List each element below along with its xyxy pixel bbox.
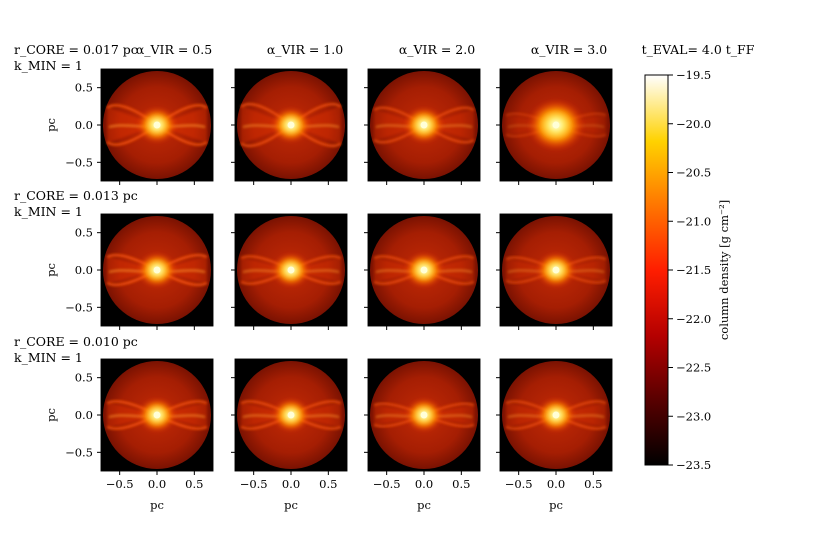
colorbar-tick-label: −22.0 — [676, 312, 711, 326]
y-tick-label: −0.5 — [65, 445, 93, 459]
column-title-4: α_VIR = 3.0 — [531, 42, 607, 57]
x-axis-label: pc — [284, 498, 298, 512]
colorbar-gradient — [644, 74, 669, 466]
panel-r2-c4 — [496, 213, 613, 330]
core-center — [153, 411, 161, 419]
x-tick-label: 0.5 — [319, 477, 337, 491]
x-tick-label: 0.0 — [415, 477, 433, 491]
y-tick-label: 0.0 — [75, 118, 93, 132]
core-center — [287, 121, 295, 129]
row1-kmin-label: k_MIN = 1 — [14, 58, 83, 73]
row2-kmin-label: k_MIN = 1 — [14, 204, 83, 219]
y-tick-label: 0.0 — [75, 263, 93, 277]
panel-r3-c2: −0.5 0.0 0.5 pc — [231, 358, 348, 512]
y-axis-label: pc — [44, 263, 58, 277]
colorbar-tick-label: −21.0 — [676, 214, 711, 228]
panel-r3-c4: −0.5 0.0 0.5 pc — [496, 358, 613, 512]
row2-rcore-label: r_CORE = 0.013 pc — [14, 188, 138, 203]
panel-r1-c1: 0.5 0.0 −0.5 pc — [44, 68, 214, 185]
x-tick-label: −0.5 — [373, 477, 401, 491]
x-tick-label: −0.5 — [240, 477, 268, 491]
y-tick-label: 0.5 — [75, 81, 93, 95]
x-tick-label: 0.5 — [452, 477, 470, 491]
x-axis-label: pc — [150, 498, 164, 512]
colorbar-label: column density [g cm⁻²] — [717, 200, 731, 340]
colorbar-tick-label: −19.5 — [676, 68, 711, 82]
panel-r2-c1: 0.5 0.0 −0.5 pc — [44, 213, 214, 330]
panel-r2-c2 — [231, 213, 348, 330]
colorbar-tick-label: −22.5 — [676, 361, 711, 375]
panel-r2-c3 — [364, 213, 481, 330]
core-center — [420, 411, 428, 419]
colorbar-tick-label: −20.0 — [676, 117, 711, 131]
core-center — [153, 121, 161, 129]
core-center — [420, 121, 428, 129]
core-center — [552, 121, 560, 129]
x-tick-label: −0.5 — [106, 477, 134, 491]
y-tick-label: −0.5 — [65, 155, 93, 169]
y-tick-label: 0.5 — [75, 226, 93, 240]
x-axis-label: pc — [417, 498, 431, 512]
colorbar-tick-label: −23.0 — [676, 409, 711, 423]
colorbar-tick-label: −23.5 — [676, 458, 711, 472]
x-tick-label: 0.0 — [148, 477, 166, 491]
row3-kmin-label: k_MIN = 1 — [14, 350, 83, 365]
column-title-2: α_VIR = 1.0 — [267, 42, 343, 57]
colorbar: −19.5 −20.0 −20.5 −21.0 −21.5 −22.0 −22.5 −23.0… — [644, 68, 731, 472]
core-center — [153, 266, 161, 274]
y-tick-label: 0.5 — [75, 371, 93, 385]
panel-r1-c4 — [496, 68, 613, 185]
y-tick-label: −0.5 — [65, 300, 93, 314]
x-tick-label: −0.5 — [505, 477, 533, 491]
row1-rcore-label: r_CORE = 0.017 pc — [14, 42, 138, 57]
panel-r3-c1: −0.5 0.0 0.5 0.5 0.0 −0.5 pc pc — [44, 358, 214, 512]
x-tick-label: 0.5 — [584, 477, 602, 491]
x-axis-label: pc — [549, 498, 563, 512]
colorbar-tick-label: −21.5 — [676, 263, 711, 277]
column-title-3: α_VIR = 2.0 — [399, 42, 475, 57]
core-center — [552, 266, 560, 274]
panel-r1-c3 — [364, 68, 481, 185]
y-axis-label: pc — [44, 118, 58, 132]
panel-r3-c3: −0.5 0.0 0.5 pc — [364, 358, 481, 512]
x-tick-label: 0.0 — [547, 477, 565, 491]
time-title: t_EVAL= 4.0 t_FF — [642, 42, 755, 57]
x-tick-label: 0.0 — [282, 477, 300, 491]
core-center — [420, 266, 428, 274]
y-axis-label: pc — [44, 408, 58, 422]
column-title-1: α_VIR = 0.5 — [136, 42, 212, 57]
row3-rcore-label: r_CORE = 0.010 pc — [14, 334, 138, 349]
core-center — [287, 411, 295, 419]
x-tick-label: 0.5 — [185, 477, 203, 491]
y-tick-label: 0.0 — [75, 408, 93, 422]
colorbar-tick-label: −20.5 — [676, 166, 711, 180]
panel-r1-c2 — [231, 68, 348, 185]
core-center — [287, 266, 295, 274]
panel-grid: 0.5 0.0 −0.5 pc 0.5 0.0 −0.5 pc −0.5 0.0 0.5 0.5 0.0… — [44, 68, 613, 512]
core-center — [552, 411, 560, 419]
